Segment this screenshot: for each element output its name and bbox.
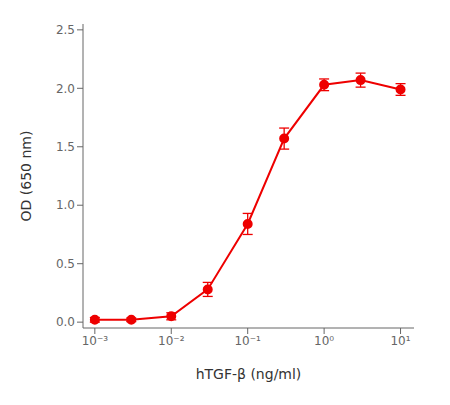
- svg-text:10⁰: 10⁰: [314, 334, 334, 348]
- svg-text:1.0: 1.0: [56, 198, 75, 212]
- svg-text:10⁻²: 10⁻²: [158, 334, 185, 348]
- svg-text:hTGF-β (ng/ml): hTGF-β (ng/ml): [196, 366, 302, 382]
- svg-text:2.5: 2.5: [56, 23, 75, 37]
- svg-text:0.5: 0.5: [56, 257, 75, 271]
- svg-text:1.5: 1.5: [56, 140, 75, 154]
- svg-text:0.0: 0.0: [56, 315, 75, 329]
- svg-text:10⁻¹: 10⁻¹: [234, 334, 261, 348]
- svg-text:10⁻³: 10⁻³: [82, 334, 109, 348]
- svg-text:OD (650 nm): OD (650 nm): [18, 131, 34, 222]
- svg-text:2.0: 2.0: [56, 82, 75, 96]
- svg-text:10¹: 10¹: [390, 334, 410, 348]
